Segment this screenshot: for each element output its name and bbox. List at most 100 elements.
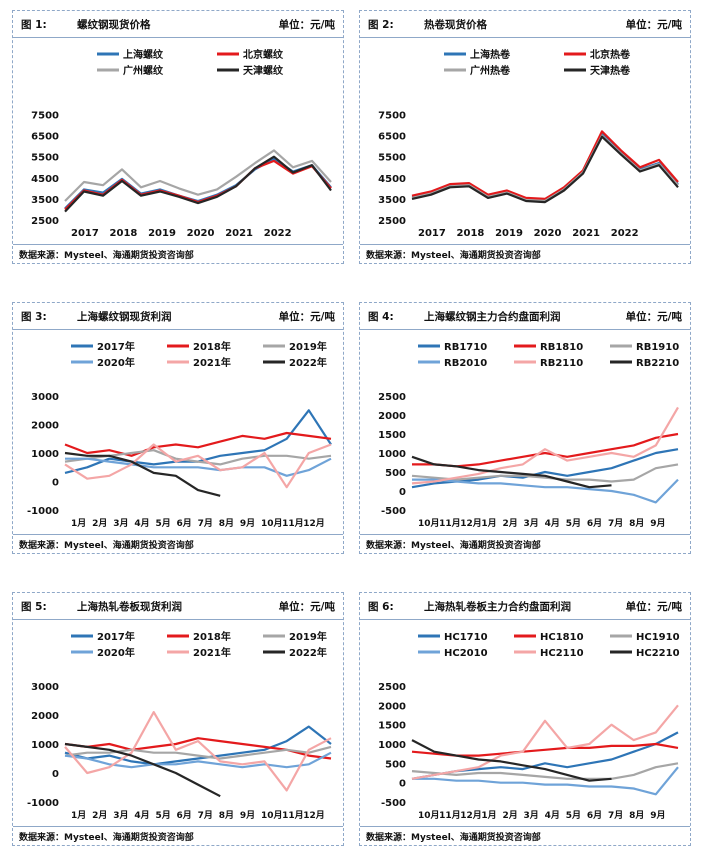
series-line — [65, 457, 332, 477]
x-tick-label: 2月 — [502, 518, 517, 529]
chart-footer: 数据来源：Mysteel、海通期货投资咨询部 — [360, 534, 690, 553]
y-tick-label: -1000 — [27, 798, 59, 809]
x-tick-label: 11月 — [282, 810, 304, 821]
x-tick-label: 12月 — [303, 810, 325, 821]
y-tick-label: 2500 — [31, 216, 59, 227]
y-tick-label: 4500 — [378, 174, 406, 185]
chart-title: 上海热轧卷板主力合约盘面利润 — [424, 601, 571, 613]
series-line — [64, 745, 332, 760]
x-tick-label: 5月 — [566, 518, 581, 529]
x-tick-label: 8月 — [219, 518, 234, 529]
legend-label: 2021年 — [193, 646, 231, 659]
y-tick-label: 1000 — [31, 449, 59, 460]
series-line — [411, 463, 679, 483]
y-tick-label: 2500 — [378, 682, 406, 693]
y-tick-label: -1000 — [27, 506, 59, 517]
x-tick-label: 9月 — [240, 518, 255, 529]
figure-number: 图 3: — [21, 311, 47, 323]
x-tick-label: 3月 — [113, 810, 128, 821]
x-tick-label: 1月 — [71, 810, 86, 821]
legend-label: HC1910 — [636, 632, 680, 643]
y-tick-label: 3500 — [378, 195, 406, 206]
series-line — [64, 449, 332, 466]
x-tick-label: 7月 — [198, 810, 213, 821]
x-tick-label: 5月 — [155, 810, 170, 821]
source-note: 数据来源：Mysteel、海通期货投资咨询部 — [19, 251, 194, 261]
y-tick-label: 2000 — [378, 411, 406, 422]
x-tick-label: 2月 — [92, 810, 107, 821]
x-tick-label: 2017 — [418, 228, 446, 239]
chart-header: 图 4: 上海螺纹钢主力合约盘面利润 单位：元/吨 — [360, 303, 690, 330]
figure-number: 图 6: — [368, 601, 394, 613]
series-line — [64, 149, 332, 202]
series-line — [411, 455, 612, 489]
chart-footer: 数据来源：Mysteel、海通期货投资咨询部 — [13, 534, 343, 553]
y-tick-label: 2500 — [378, 216, 406, 227]
x-tick-label: 12月 — [460, 810, 482, 821]
chart-panel-2: 图 2: 热卷现货价格 单位：元/吨 上海热卷 北京热卷 广州热卷 天津热卷 2500 3… — [359, 10, 691, 264]
source-note: 数据来源：Mysteel、海通期货投资咨询部 — [19, 541, 194, 551]
chart-plot: RB1710 RB1810 RB1910 RB2010 RB2110 RB2210 -500… — [378, 342, 679, 529]
y-tick-label: 0 — [52, 478, 59, 489]
chart-plot: 2017年 2018年 2019年 2020年 2021年 2022年 -1000 0 1000… — [27, 340, 332, 529]
chart-footer: 数据来源：Mysteel、海通期货投资咨询部 — [360, 244, 690, 263]
y-tick-label: -500 — [381, 506, 406, 517]
series-line — [411, 406, 679, 485]
x-tick-label: 5月 — [566, 810, 581, 821]
figure-number: 图 2: — [368, 19, 394, 31]
series-line — [411, 704, 679, 780]
legend-label: 广州螺纹 — [123, 64, 164, 77]
x-tick-label: 7月 — [198, 518, 213, 529]
legend-label: 2017年 — [97, 630, 135, 643]
x-tick-label: 12月 — [303, 518, 325, 529]
legend-label: 上海螺纹 — [123, 48, 164, 61]
series-line — [64, 751, 332, 769]
x-tick-label: 1月 — [481, 518, 496, 529]
chart-unit: 单位：元/吨 — [625, 311, 682, 323]
series-line — [411, 135, 679, 204]
chart-header: 图 5: 上海热轧卷板现货利润 单位：元/吨 — [13, 593, 343, 620]
x-tick-label: 1月 — [481, 810, 496, 821]
legend-label: 2020年 — [97, 646, 135, 659]
y-tick-label: -500 — [381, 798, 406, 809]
legend-label: HC1710 — [444, 632, 488, 643]
legend-label: HC2010 — [444, 648, 488, 659]
y-tick-label: 7500 — [31, 111, 59, 122]
chart-footer: 数据来源：Mysteel、海通期货投资咨询部 — [13, 826, 343, 845]
x-tick-label: 1月 — [71, 518, 86, 529]
x-tick-label: 6月 — [587, 810, 602, 821]
legend-label: 2022年 — [289, 356, 327, 369]
x-tick-label: 2020 — [534, 228, 562, 239]
chart-header: 图 2: 热卷现货价格 单位：元/吨 — [360, 11, 690, 38]
x-tick-label: 4月 — [134, 518, 149, 529]
series-line — [64, 742, 221, 798]
x-tick-label: 2018 — [110, 228, 138, 239]
figure-number: 图 4: — [368, 311, 394, 323]
series-line — [411, 130, 679, 200]
legend-label: HC2210 — [636, 648, 680, 659]
y-tick-label: 2500 — [378, 392, 406, 403]
chart-footer: 数据来源：Mysteel、海通期货投资咨询部 — [360, 826, 690, 845]
series-line — [64, 409, 332, 474]
y-tick-label: 6500 — [31, 132, 59, 143]
x-tick-label: 6月 — [177, 518, 192, 529]
legend-label: 广州热卷 — [470, 64, 511, 77]
x-tick-label: 3月 — [113, 518, 128, 529]
y-tick-label: 2000 — [31, 711, 59, 722]
legend-label: 北京螺纹 — [243, 48, 284, 61]
chart-header: 图 3: 上海螺纹钢现货利润 单位：元/吨 — [13, 303, 343, 330]
chart-header: 图 1: 螺纹钢现货价格 单位：元/吨 — [13, 11, 343, 38]
x-tick-label: 11月 — [282, 518, 304, 529]
legend-label: 2022年 — [289, 646, 327, 659]
chart-plot: 2017年 2018年 2019年 2020年 2021年 2022年 -1000 0 1000… — [27, 630, 332, 821]
chart-panel-6: 图 6: 上海热轧卷板主力合约盘面利润 单位：元/吨 HC1710 HC1810 H… — [359, 592, 691, 846]
x-tick-label: 2019 — [495, 228, 523, 239]
y-tick-label: 1000 — [378, 449, 406, 460]
chart-title: 热卷现货价格 — [424, 19, 487, 31]
x-tick-label: 4月 — [134, 810, 149, 821]
x-tick-label: 8月 — [629, 518, 644, 529]
x-tick-label: 2月 — [502, 810, 517, 821]
x-tick-label: 9月 — [650, 518, 665, 529]
series-line — [412, 478, 679, 504]
legend-label: RB2010 — [444, 358, 487, 369]
